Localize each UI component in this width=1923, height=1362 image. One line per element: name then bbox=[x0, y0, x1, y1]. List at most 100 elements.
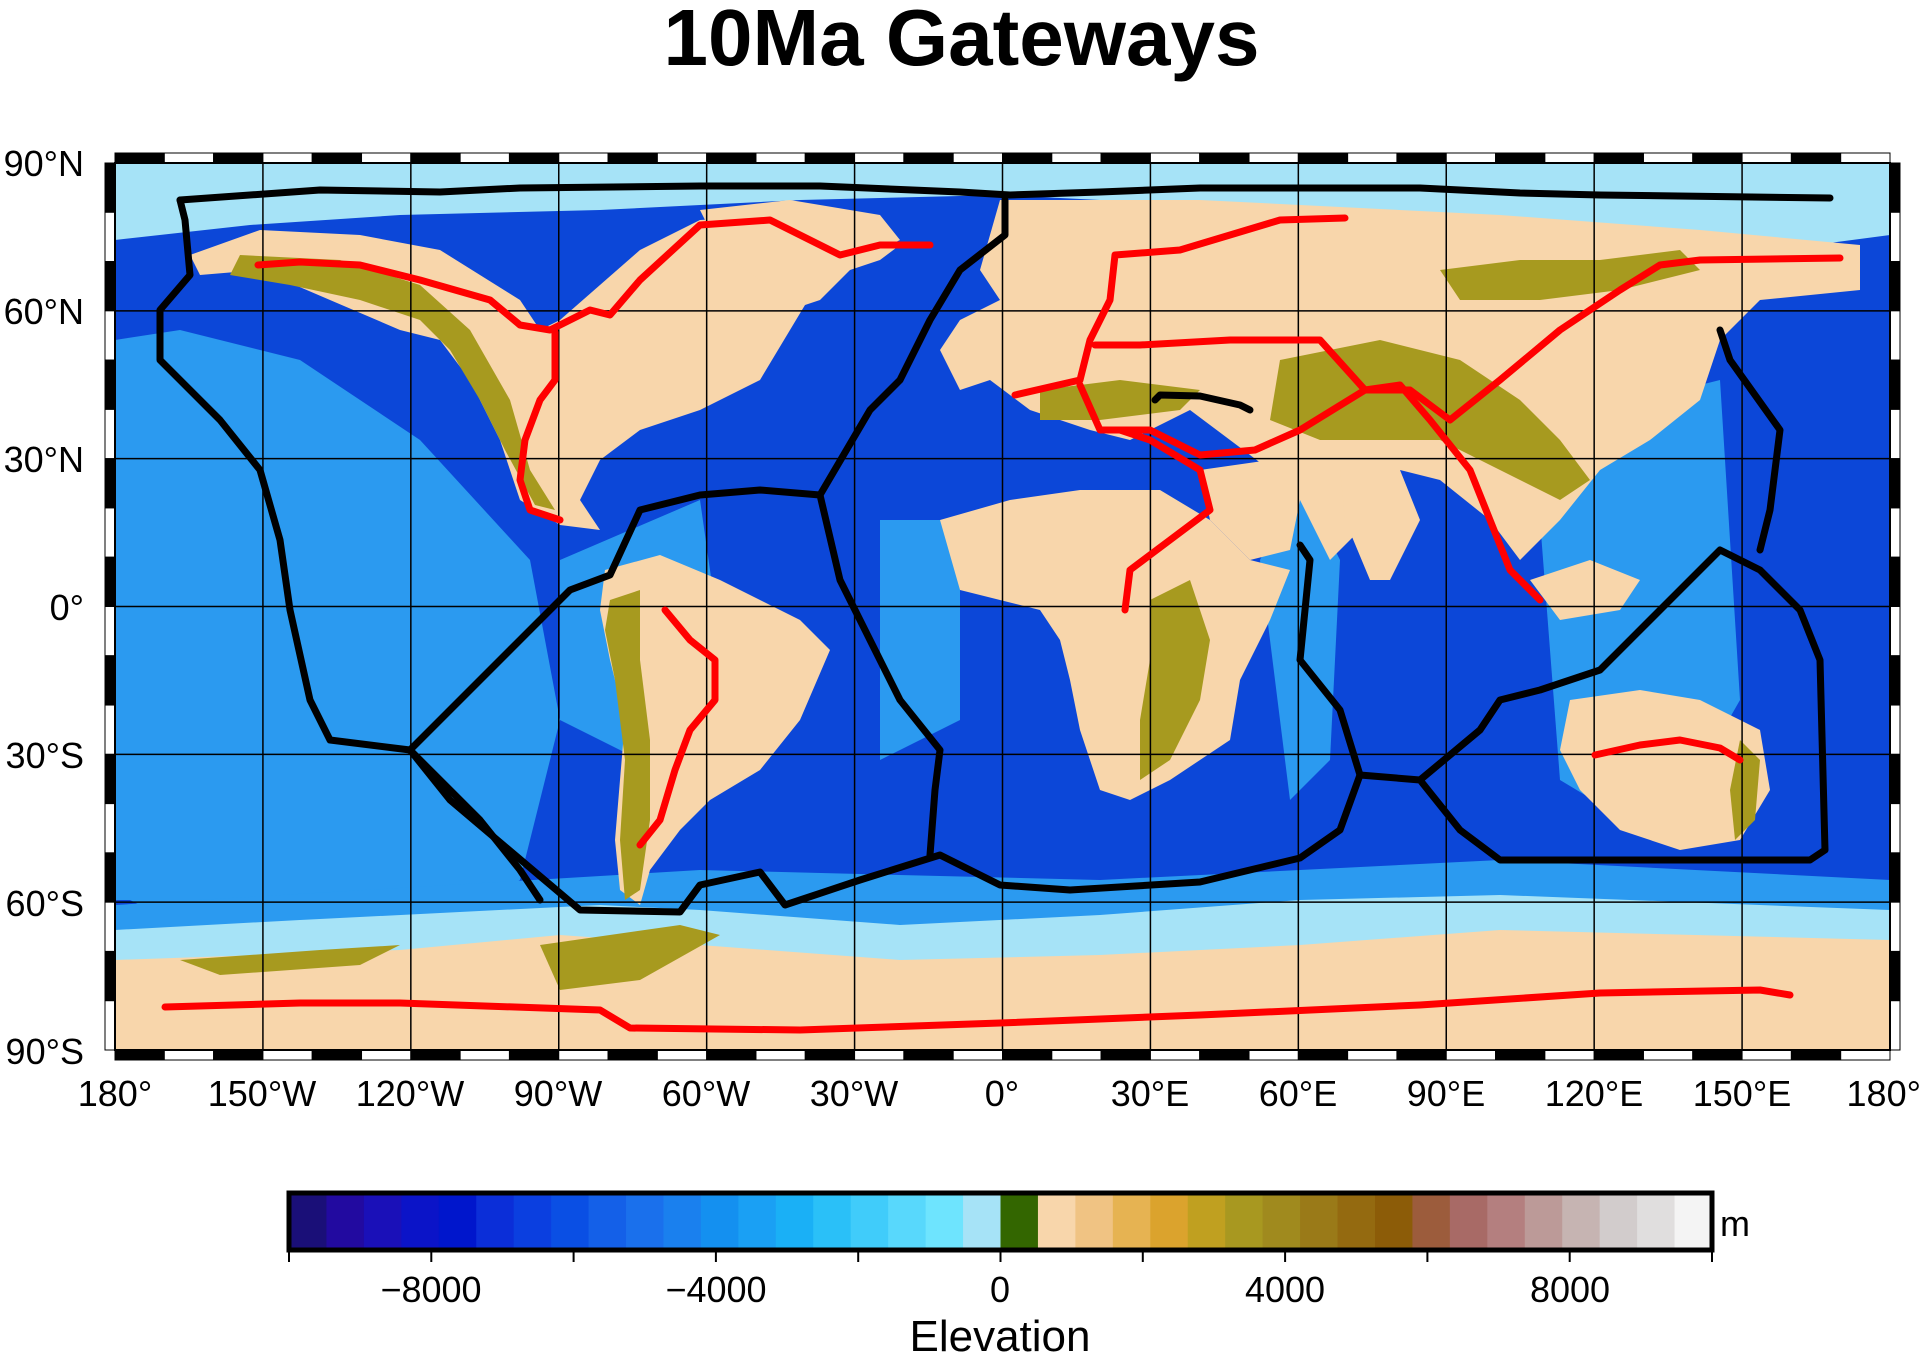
frame-segment bbox=[1544, 1049, 1595, 1061]
frame-segment bbox=[213, 152, 264, 164]
frame-segment bbox=[1642, 152, 1694, 164]
frame-segment bbox=[1889, 211, 1901, 263]
colorbar-swatch bbox=[1562, 1193, 1601, 1250]
frame-segment bbox=[1889, 261, 1901, 312]
frame-segment bbox=[656, 1049, 708, 1061]
frame-segment bbox=[163, 152, 215, 164]
frame-segment bbox=[1889, 408, 1901, 460]
frame-segment bbox=[1642, 1049, 1694, 1061]
frame-segment bbox=[952, 152, 1004, 164]
land-india bbox=[1340, 470, 1420, 580]
colorbar-swatches bbox=[289, 1193, 1713, 1250]
lat-label: 60°S bbox=[6, 883, 84, 924]
land-southeast-asia bbox=[1530, 560, 1640, 620]
colorbar-tick-label: 8000 bbox=[1530, 1269, 1610, 1310]
frame-segment bbox=[755, 152, 806, 164]
frame-segment bbox=[1889, 655, 1901, 706]
frame-segment bbox=[952, 1049, 1004, 1061]
frame-segment bbox=[607, 1049, 658, 1061]
gateway-line bbox=[1011, 214, 1349, 399]
frame-segment bbox=[104, 1000, 116, 1051]
lon-label: 90°E bbox=[1407, 1073, 1485, 1114]
colorbar-swatch bbox=[588, 1193, 627, 1250]
frame-segment bbox=[1149, 152, 1201, 164]
frame-segment bbox=[104, 852, 116, 903]
frame-segment bbox=[1445, 1049, 1497, 1061]
frame-segment bbox=[1051, 1049, 1102, 1061]
frame-segment bbox=[1889, 803, 1901, 854]
frame-segment bbox=[1790, 152, 1842, 164]
elevation-colorbar: −8000 −4000 0 4000 8000 m bbox=[286, 1190, 1750, 1310]
frame-segment bbox=[1692, 152, 1743, 164]
colorbar-swatch bbox=[925, 1193, 964, 1250]
frame-segment bbox=[1889, 950, 1901, 1002]
frame-segment bbox=[508, 152, 560, 164]
lat-label: 30°S bbox=[6, 735, 84, 776]
frame-segment bbox=[854, 1049, 905, 1061]
frame-segment bbox=[1445, 152, 1497, 164]
frame-segment bbox=[854, 152, 905, 164]
frame-segment bbox=[1741, 152, 1792, 164]
colorbar-swatch bbox=[513, 1193, 552, 1250]
frame-segment bbox=[706, 152, 757, 164]
plate-boundary bbox=[406, 746, 544, 904]
colorbar-swatch bbox=[1262, 1193, 1301, 1250]
gateway-line bbox=[161, 986, 1794, 1034]
colorbar-title: Elevation bbox=[909, 1312, 1091, 1361]
frame-segment bbox=[1100, 1049, 1151, 1061]
mountains-australia bbox=[1730, 740, 1760, 840]
colorbar-swatch bbox=[363, 1193, 402, 1250]
colorbar-swatch bbox=[626, 1193, 665, 1250]
lat-label: 90°S bbox=[6, 1031, 84, 1072]
frame-segment bbox=[1495, 1049, 1546, 1061]
land-africa bbox=[940, 490, 1290, 800]
frame-segment bbox=[1889, 753, 1901, 805]
frame-segment bbox=[1347, 1049, 1398, 1061]
frame-segment bbox=[361, 1049, 412, 1061]
colorbar-swatch bbox=[775, 1193, 814, 1250]
plate-boundary bbox=[176, 182, 1834, 204]
frame-segment bbox=[114, 152, 165, 164]
frame-segment bbox=[1100, 152, 1151, 164]
frame-segment bbox=[104, 162, 116, 213]
frame-segment bbox=[104, 803, 116, 854]
frame-segment bbox=[1741, 1049, 1792, 1061]
lat-label: 30°N bbox=[4, 439, 84, 480]
colorbar-tick-label: 0 bbox=[990, 1269, 1010, 1310]
gateway-line bbox=[1076, 381, 1544, 604]
frame-segment bbox=[104, 556, 116, 608]
colorbar-swatch bbox=[289, 1193, 328, 1250]
colorbar-swatch bbox=[1300, 1193, 1339, 1250]
colorbar-swatch bbox=[1449, 1193, 1488, 1250]
plate-boundary bbox=[1151, 391, 1254, 414]
mountains-west-antarctica bbox=[180, 945, 400, 975]
frame-segment bbox=[114, 1049, 165, 1061]
mountains-andes bbox=[605, 590, 650, 900]
land-australia bbox=[1560, 690, 1770, 850]
colorbar-ticks bbox=[288, 1250, 1713, 1262]
plate-boundary bbox=[1716, 326, 1784, 554]
lat-label: 60°N bbox=[4, 291, 84, 332]
frame-segment bbox=[163, 1049, 215, 1061]
frame-segment bbox=[361, 152, 412, 164]
frame-segment bbox=[558, 152, 609, 164]
frame-segment bbox=[1199, 152, 1250, 164]
frame-segment bbox=[104, 704, 116, 755]
frame-segment bbox=[1889, 359, 1901, 410]
lon-label: 120°W bbox=[356, 1073, 464, 1114]
frame-segment bbox=[903, 1049, 954, 1061]
lon-label: 90°W bbox=[514, 1073, 602, 1114]
plate-boundary bbox=[816, 196, 1009, 499]
frame-segment bbox=[1002, 152, 1053, 164]
frame-segment bbox=[1889, 704, 1901, 755]
frame-segment bbox=[104, 359, 116, 410]
gateway-lines bbox=[161, 214, 1844, 1034]
frame-segment bbox=[410, 1049, 461, 1061]
lon-label: 180° bbox=[1847, 1073, 1921, 1114]
frame-segment bbox=[1051, 152, 1102, 164]
gateway-line bbox=[516, 328, 564, 524]
colorbar-swatch bbox=[963, 1193, 1002, 1250]
frame-segment bbox=[1149, 1049, 1201, 1061]
colorbar-tick-label: −8000 bbox=[380, 1269, 481, 1310]
gateway-line bbox=[1091, 254, 1844, 424]
